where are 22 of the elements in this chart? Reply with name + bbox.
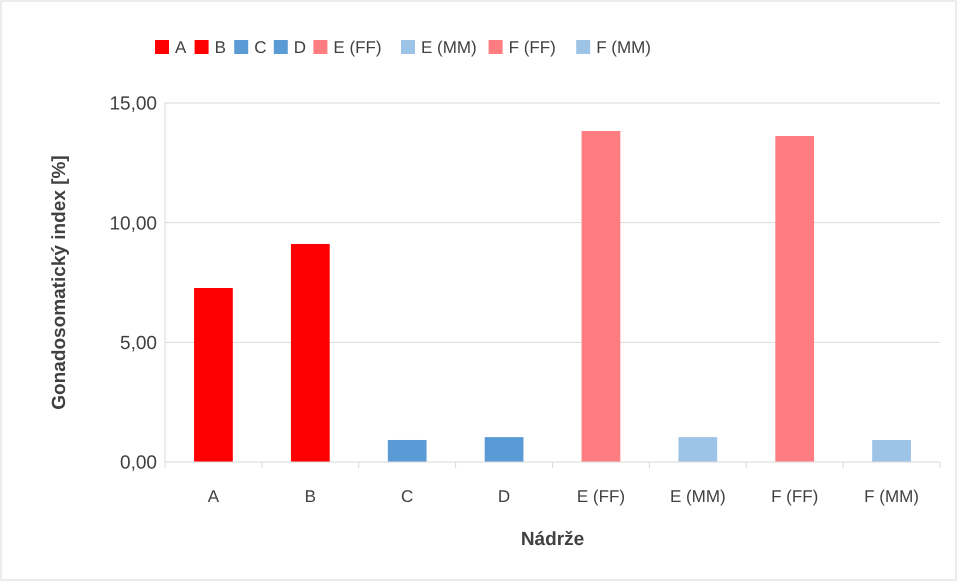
y-tick-label: 15,00 [109,94,157,115]
x-tick-label: F (FF) [771,487,818,506]
legend-label: F (FF) [508,38,556,57]
legend-label: B [214,38,226,57]
x-tick-label: E (FF) [576,487,626,506]
x-tick-label: C [401,487,414,506]
x-tick-label: A [208,487,220,506]
legend-label: F (MM) [596,38,651,57]
legend-label: E (FF) [333,38,382,57]
legend-label: E (MM) [421,38,477,57]
y-tick-label: 0,00 [120,452,157,474]
y-tick-label: 10,00 [109,213,157,234]
x-tick-label: E (MM) [670,487,726,506]
legend-label: D [294,38,306,57]
x-tick-label: B [304,487,316,506]
legend-label: A [175,38,187,57]
legend-label: C [254,38,266,57]
y-axis-title: Gonadosomatický index [%] [49,155,70,410]
y-tick-label: 5,00 [120,332,157,354]
x-tick-label: F (MM) [864,487,919,506]
x-tick-label: D [498,487,510,506]
x-axis-title: Nádrže [520,529,584,550]
